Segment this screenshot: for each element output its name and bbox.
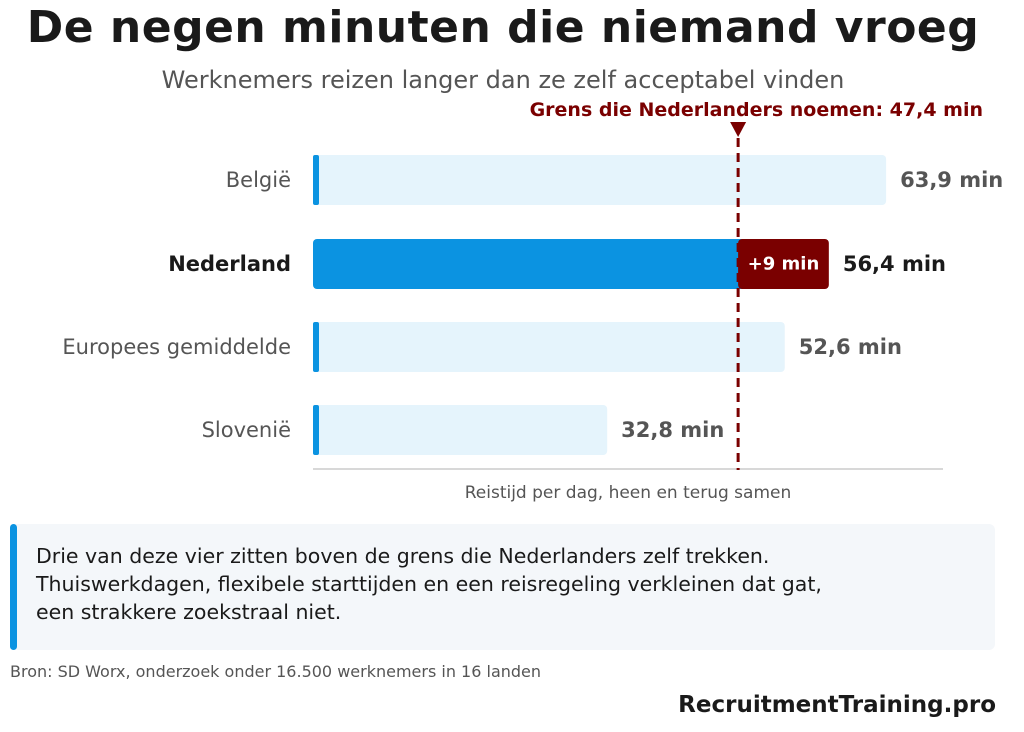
callout-line: Thuiswerkdagen, flexibele starttijden en… xyxy=(36,572,822,596)
bar-accent-3 xyxy=(313,405,319,455)
value-label: 32,8 min xyxy=(621,418,724,442)
bar-accent-0 xyxy=(313,155,319,205)
bar-accent-2 xyxy=(313,322,319,372)
bar-1 xyxy=(313,239,819,289)
excess-label: +9 min xyxy=(748,254,820,275)
x-axis-label: Reistijd per dag, heen en terug samen xyxy=(465,483,792,503)
bar-3 xyxy=(313,405,608,455)
callout-text: Drie van deze vier zitten boven de grens… xyxy=(36,542,976,626)
category-label: Slovenië xyxy=(202,418,291,442)
callout-line: Drie van deze vier zitten boven de grens… xyxy=(36,544,770,568)
category-label: Nederland xyxy=(168,252,291,276)
value-label: 52,6 min xyxy=(799,335,902,359)
source-note: Bron: SD Worx, onderzoek onder 16.500 we… xyxy=(10,662,542,681)
value-label: 56,4 min xyxy=(843,252,946,276)
callout-box: Drie van deze vier zitten boven de grens… xyxy=(10,524,995,650)
category-label: Europees gemiddelde xyxy=(62,335,291,359)
threshold-marker-icon xyxy=(730,122,747,137)
threshold-label: Grens die Nederlanders noemen: 47,4 min xyxy=(530,99,983,121)
excess-bar xyxy=(738,239,829,289)
brand-logo-text: RecruitmentTraining.pro xyxy=(678,692,996,718)
chart-title: De negen minuten die niemand vroeg xyxy=(26,2,980,53)
bar-chart: België 63,9 min Nederland +9 min 56,4 min Eur… xyxy=(62,99,1003,503)
value-label: 63,9 min xyxy=(900,168,1003,192)
bar-0 xyxy=(313,155,887,205)
bar-2 xyxy=(313,322,785,372)
callout-accent-bar xyxy=(10,524,17,650)
category-label: België xyxy=(226,168,291,192)
chart-subtitle: Werknemers reizen langer dan ze zelf acc… xyxy=(161,66,845,94)
callout-line: een strakkere zoekstraal niet. xyxy=(36,600,342,624)
